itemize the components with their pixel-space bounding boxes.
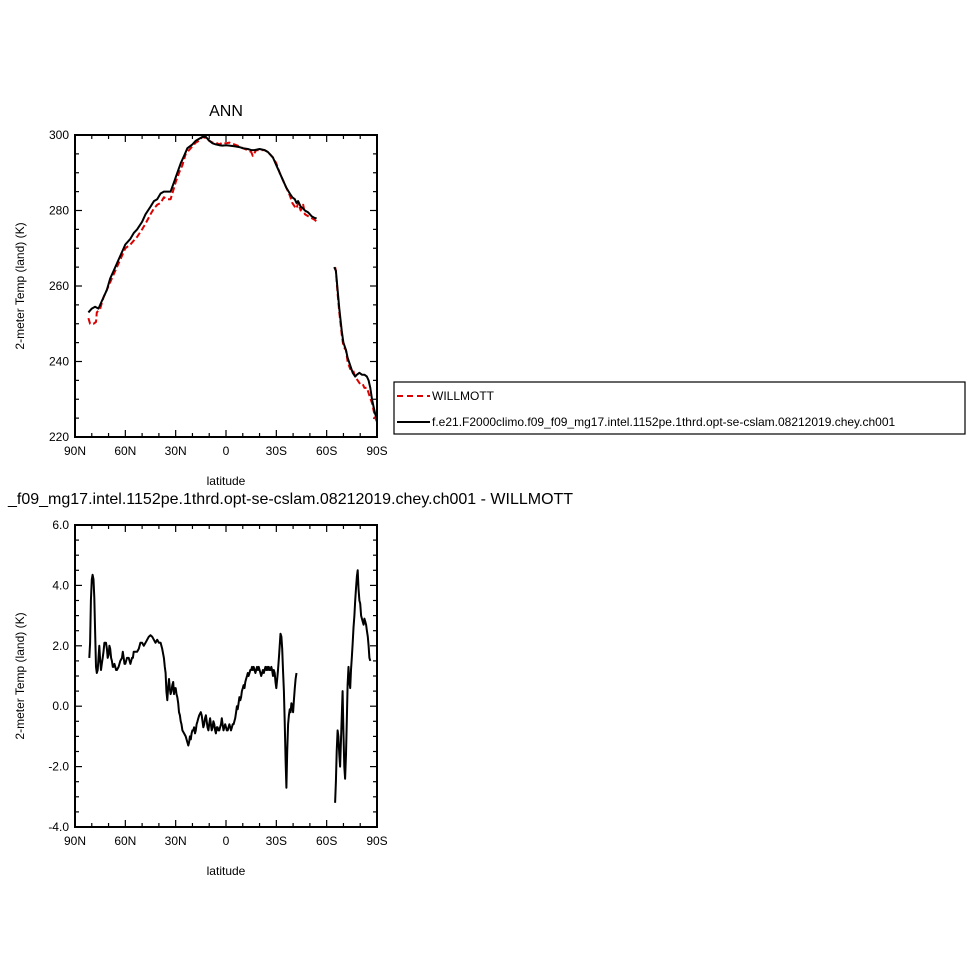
top-plot-ytick-label: 260 xyxy=(49,279,69,293)
top-plot: ANN latitude 2-meter Temp (land) (K) 90N… xyxy=(13,103,388,488)
bottom-plot-xlabel: latitude xyxy=(207,864,246,878)
top-plot-xtick-label: 60N xyxy=(114,444,136,458)
bottom-plot-xtick-label: 30N xyxy=(165,834,187,848)
bottom-plot-series-line-0 xyxy=(88,573,298,789)
top-plot-frame xyxy=(74,134,378,438)
top-plot-xtick-label: 90N xyxy=(64,444,86,458)
top-plot-ticks: 90N 60N 30N 0 30S 60S 90S 220 240 260 280 300 xyxy=(49,128,388,458)
top-plot-xlabel: latitude xyxy=(207,474,246,488)
top-plot-xtick-label: 60S xyxy=(316,444,337,458)
bottom-plot-xtick-label: 30S xyxy=(266,834,287,848)
top-plot-xtick-label: 30N xyxy=(165,444,187,458)
legend: WILLMOTT f.e21.F2000climo.f09_f09_mg17.i… xyxy=(393,381,966,435)
top-plot-series xyxy=(87,135,378,423)
top-plot-xtick-label: 90S xyxy=(366,444,387,458)
bottom-plot-ytick-label: 6.0 xyxy=(52,518,69,532)
top-plot-series-line-1 xyxy=(333,266,378,419)
top-plot-ylabel: 2-meter Temp (land) (K) xyxy=(13,222,27,349)
top-plot-ytick-label: 220 xyxy=(49,430,69,444)
bottom-plot-ytick-label: -4.0 xyxy=(48,820,69,834)
top-plot-xtick-label: 0 xyxy=(223,444,230,458)
bottom-plot-series-line-0 xyxy=(334,569,372,803)
bottom-plot-ytick-label: 0.0 xyxy=(52,699,69,713)
bottom-plot-ytick-label: -2.0 xyxy=(48,760,69,774)
bottom-plot-ytick-label: 4.0 xyxy=(52,578,69,592)
bottom-plot-ylabel: 2-meter Temp (land) (K) xyxy=(13,612,27,739)
legend-box xyxy=(393,381,966,435)
top-plot-ytick-label: 280 xyxy=(49,204,69,218)
bottom-plot-xtick-label: 90S xyxy=(366,834,387,848)
bottom-plot: _f09_mg17.intel.1152pe.1thrd.opt-se-csla… xyxy=(7,491,573,878)
bottom-plot-xtick-label: 60N xyxy=(114,834,136,848)
bottom-plot-ticks: 90N 60N 30N 0 30S 60S 90S -4.0 -2.0 0.0 2.0 4.0 6.0 xyxy=(48,518,387,848)
bottom-plot-ytick-label: 2.0 xyxy=(52,639,69,653)
top-plot-xtick-label: 30S xyxy=(266,444,287,458)
bottom-plot-title: _f09_mg17.intel.1152pe.1thrd.opt-se-csla… xyxy=(7,491,573,508)
bottom-plot-xtick-label: 60S xyxy=(316,834,337,848)
bottom-plot-xtick-label: 90N xyxy=(64,834,86,848)
bottom-plot-frame xyxy=(74,524,378,828)
top-plot-title: ANN xyxy=(209,103,243,120)
bottom-plot-xtick-label: 0 xyxy=(223,834,230,848)
top-plot-ytick-label: 300 xyxy=(49,128,69,142)
top-plot-series-line-1 xyxy=(87,135,317,314)
legend-label-willmott: WILLMOTT xyxy=(432,389,495,403)
bottom-plot-series xyxy=(88,569,372,803)
top-plot-series-line-0 xyxy=(334,266,378,423)
top-plot-series-line-0 xyxy=(87,135,318,325)
legend-label-model: f.e21.F2000climo.f09_f09_mg17.intel.1152… xyxy=(432,415,896,429)
top-plot-ytick-label: 240 xyxy=(49,355,69,369)
